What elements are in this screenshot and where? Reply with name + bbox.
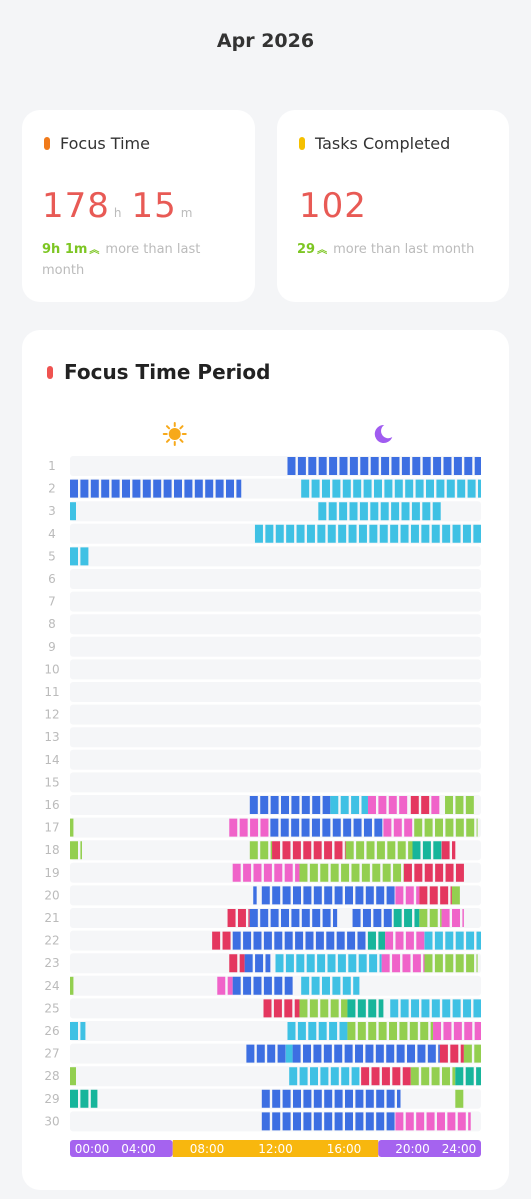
- row-label: 13: [44, 730, 59, 744]
- row-label: 30: [44, 1114, 59, 1128]
- night-band: [70, 1140, 173, 1157]
- header-title: Apr 2026: [216, 30, 315, 52]
- up-icon: ︽: [317, 245, 328, 256]
- row-label: 16: [44, 798, 59, 812]
- row-label: 12: [44, 708, 59, 722]
- focus-time-card: Focus Time 178 h 15 m 9h 1m ︽ more than last …: [22, 110, 255, 302]
- unit: h: [113, 206, 122, 220]
- tasks-total: 102: [299, 186, 367, 226]
- row-label: 3: [48, 504, 56, 518]
- dot: [47, 366, 53, 379]
- sun-ray: [165, 425, 171, 430]
- row-label: 20: [44, 888, 59, 902]
- row-label: 10: [44, 662, 59, 676]
- night-band: [378, 1140, 481, 1157]
- row-label: 11: [44, 685, 59, 699]
- row-label: 18: [44, 843, 59, 857]
- x-tick-label: 24:00: [442, 1142, 477, 1156]
- dot: [299, 137, 305, 150]
- moon-icon: [374, 424, 393, 443]
- x-tick-label: 16:00: [327, 1142, 362, 1156]
- row-track: [70, 569, 481, 589]
- card-title: Tasks Completed: [315, 134, 451, 153]
- sun-core: [168, 428, 181, 440]
- row-label: 4: [48, 527, 56, 541]
- row-label: 19: [44, 866, 59, 880]
- row-label: 1: [48, 459, 56, 473]
- sun-ray: [179, 425, 184, 430]
- row-label: 22: [44, 934, 59, 948]
- hours: 178: [42, 186, 110, 226]
- row-track: [70, 523, 481, 544]
- row-label: 29: [44, 1092, 59, 1106]
- day-band: [172, 1140, 379, 1157]
- delta-note: more than last month: [42, 242, 201, 278]
- row-label: 23: [44, 956, 59, 970]
- row-track: [70, 772, 481, 793]
- tasks-card: Tasks Completed 102 29 ︽ more than last mo…: [277, 110, 509, 302]
- row-label: 15: [44, 775, 59, 789]
- row-label: 7: [48, 595, 56, 609]
- x-tick-label: 20:00: [395, 1142, 430, 1156]
- row-track: [70, 1066, 481, 1087]
- row-label: 17: [44, 821, 59, 835]
- row-label: 9: [48, 640, 56, 654]
- row-track: [70, 636, 481, 657]
- row-label: 27: [44, 1047, 59, 1061]
- chart-title: Focus Time Period: [64, 360, 271, 384]
- focus-total: 178 h 15 m: [42, 186, 202, 226]
- sun-icon: [162, 422, 187, 446]
- row-label: 14: [44, 753, 59, 767]
- row-track: [70, 1021, 481, 1041]
- row-track: [70, 727, 481, 748]
- row-label: 24: [44, 979, 59, 993]
- row-track: [70, 749, 481, 770]
- delta-note: more than last month: [333, 242, 475, 257]
- delta: 9h 1m ︽ more than last month: [42, 240, 242, 281]
- unit: m: [180, 206, 193, 220]
- sun-ray: [165, 438, 171, 443]
- dot: [44, 137, 50, 150]
- row-label: 28: [44, 1069, 59, 1083]
- up-icon: ︽: [89, 245, 100, 256]
- row-label: 21: [44, 911, 59, 925]
- tasks-value: 102: [299, 186, 367, 226]
- row-track: [70, 659, 481, 680]
- x-tick-label: 08:00: [190, 1142, 225, 1156]
- row-label: 5: [48, 549, 56, 563]
- x-tick-label: 04:00: [121, 1142, 156, 1156]
- row-label: 2: [48, 482, 56, 496]
- row-label: 26: [44, 1024, 59, 1038]
- delta-value: 9h 1m: [42, 242, 88, 257]
- x-tick-label: 00:00: [75, 1142, 110, 1156]
- row-track: [70, 591, 481, 612]
- row-label: 25: [44, 1001, 59, 1015]
- minutes: 15: [131, 186, 177, 226]
- row-label: 8: [48, 617, 56, 631]
- row-track: [70, 682, 481, 702]
- x-tick-label: 12:00: [258, 1142, 293, 1156]
- row-track: [70, 546, 481, 567]
- card-title: Focus Time: [60, 134, 150, 153]
- delta-value: 29: [297, 242, 316, 257]
- sun-ray: [179, 438, 184, 443]
- row-track: [70, 614, 481, 635]
- row-label: 6: [48, 572, 56, 586]
- delta: 29 ︽ more than last month: [297, 240, 507, 261]
- row-track: [70, 704, 481, 725]
